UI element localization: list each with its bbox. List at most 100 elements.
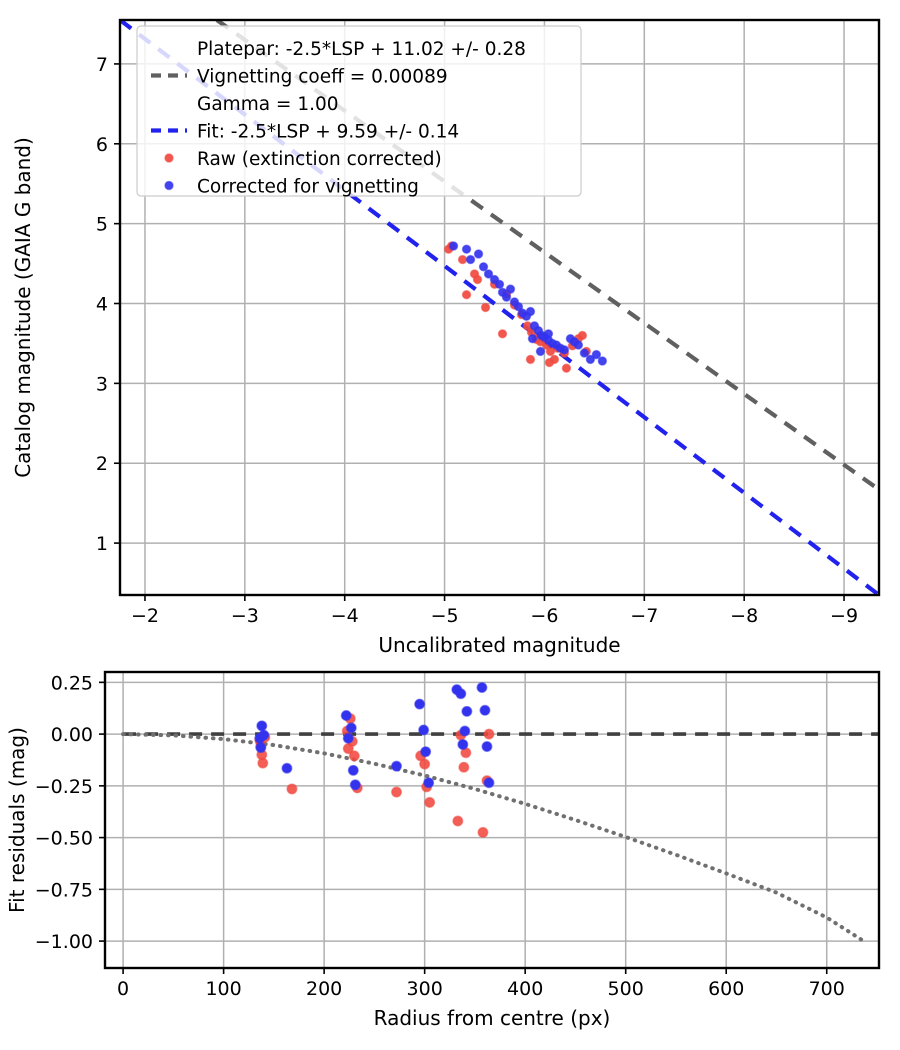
x-tick-label-4: 400	[507, 978, 543, 1000]
vignetting-model-curve	[121, 732, 869, 946]
data-point	[579, 348, 590, 358]
data-point	[472, 274, 483, 285]
data-point	[459, 725, 471, 737]
data-point	[448, 241, 459, 251]
x-tick-label-5: −7	[630, 605, 658, 627]
legend-label-5: Corrected for vignetting	[197, 177, 419, 198]
data-point	[424, 796, 436, 808]
data-point	[597, 356, 608, 366]
data-point	[348, 750, 360, 762]
y-tick-label-6: 7	[96, 54, 108, 76]
data-point	[452, 815, 464, 827]
data-point	[585, 354, 596, 365]
data-point	[544, 357, 555, 368]
data-point	[497, 329, 508, 339]
data-point	[481, 741, 493, 753]
data-point	[418, 724, 430, 736]
legend-dot-swatch-5	[164, 180, 174, 191]
data-point	[258, 729, 270, 741]
data-point	[473, 249, 484, 259]
data-point	[561, 363, 572, 373]
data-point	[286, 783, 298, 795]
y-tick-label-3: −0.50	[35, 828, 93, 850]
legend: Platepar: -2.5*LSP + 11.02 +/- 0.28 Vigne…	[136, 25, 582, 198]
data-point	[527, 333, 538, 344]
data-point	[345, 722, 357, 734]
y-tick-label-5: 6	[96, 134, 108, 156]
x-tick-label-2: 200	[306, 978, 342, 1000]
data-point	[480, 302, 491, 313]
data-point	[494, 279, 505, 290]
legend-dot-swatch-4	[164, 153, 174, 163]
data-point	[543, 329, 554, 339]
data-point	[535, 346, 546, 357]
data-point	[577, 330, 588, 341]
axes-frame	[118, 18, 881, 597]
data-point	[391, 760, 403, 772]
data-point	[483, 777, 495, 789]
y-tick-label-2: −0.25	[35, 776, 93, 798]
data-point	[478, 262, 489, 272]
legend-label-3: Fit: -2.5*LSP + 9.59 +/- 0.14	[197, 122, 459, 143]
data-point	[483, 728, 495, 740]
data-point	[559, 345, 570, 355]
y-tick-label-0: 1	[96, 533, 108, 555]
data-point	[414, 698, 426, 710]
data-point	[455, 688, 467, 700]
data-point	[465, 254, 476, 265]
x-tick-label-6: 600	[708, 978, 744, 1000]
data-point	[476, 682, 488, 694]
series-corrected	[448, 241, 608, 366]
data-point	[458, 761, 470, 773]
x-tick-label-3: −5	[431, 605, 459, 627]
data-point	[257, 757, 269, 769]
data-point	[461, 705, 473, 717]
data-point	[505, 284, 516, 294]
data-point	[461, 244, 472, 254]
y-tick-label-1: 2	[96, 453, 108, 475]
data-point	[419, 758, 431, 770]
x-tick-label-7: 700	[809, 978, 845, 1000]
data-point	[349, 779, 361, 791]
series-corrected	[254, 682, 495, 791]
data-point	[573, 340, 584, 350]
series-raw	[254, 713, 495, 838]
legend-label-0: Platepar: -2.5*LSP + 11.02 +/- 0.28	[197, 39, 526, 60]
legend-background	[136, 25, 582, 197]
y-tick-label-5: −1.00	[35, 931, 93, 953]
data-point	[525, 306, 536, 317]
photometric-calibration-axes: −2 −3 −4 −5 −6 −7 −8 −9 1 2 3 4 5 6 7 Uncalibrated magn…	[11, 18, 881, 657]
data-point	[477, 826, 489, 838]
data-point	[591, 349, 602, 360]
data-point	[501, 292, 512, 302]
x-axis-title: Radius from centre (px)	[374, 1006, 611, 1030]
data-point	[423, 777, 435, 789]
data-point	[483, 269, 494, 279]
x-axis-title: Uncalibrated magnitude	[378, 633, 620, 657]
data-point	[479, 704, 491, 716]
data-point	[340, 709, 352, 721]
trend-line-0	[215, 20, 879, 492]
legend-label-1: Vignetting coeff = 0.00089	[197, 67, 448, 88]
y-tick-label-0: 0.25	[51, 672, 93, 694]
x-tick-label-3: 300	[407, 978, 443, 1000]
data-point	[347, 764, 359, 776]
y-tick-label-1: 0.00	[51, 724, 93, 746]
data-point	[255, 742, 267, 754]
legend-label-4: Raw (extinction corrected)	[197, 149, 442, 170]
data-point	[281, 762, 293, 774]
y-axis-title: Fit residuals (mag)	[5, 727, 29, 913]
x-tick-label-6: −8	[730, 605, 758, 627]
axes-frame	[103, 670, 881, 970]
x-tick-label-1: 100	[205, 978, 241, 1000]
x-tick-label-1: −3	[231, 605, 259, 627]
legend-label-2: Gamma = 1.00	[197, 94, 339, 115]
y-axis-title: Catalog magnitude (GAIA G band)	[11, 137, 35, 478]
data-point	[457, 738, 469, 750]
y-tick-label-4: 5	[96, 214, 108, 236]
x-tick-label-0: −2	[131, 605, 159, 627]
x-tick-label-2: −4	[331, 605, 359, 627]
data-point	[525, 354, 536, 365]
x-tick-label-4: −6	[530, 605, 558, 627]
